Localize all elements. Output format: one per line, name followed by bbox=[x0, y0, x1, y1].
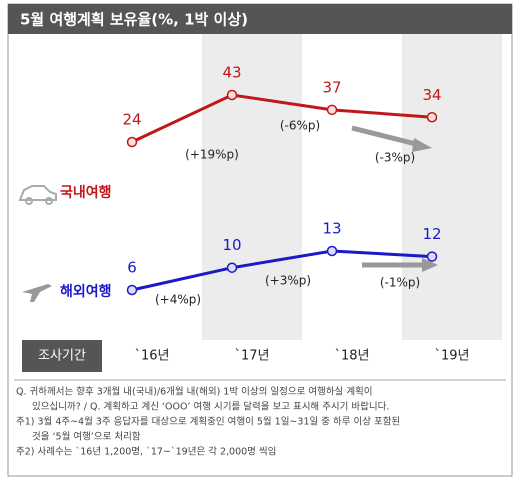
annotation: (-1%p) bbox=[380, 276, 420, 290]
x-tick-label: `17년 bbox=[234, 349, 269, 364]
series-line bbox=[131, 93, 433, 144]
data-label: 34 bbox=[422, 86, 441, 104]
data-label: 37 bbox=[322, 78, 341, 96]
data-label: 13 bbox=[322, 220, 341, 238]
trend-arrow bbox=[351, 125, 421, 148]
annotation: (+3%p) bbox=[265, 274, 311, 288]
point bbox=[126, 284, 138, 296]
point bbox=[426, 112, 438, 123]
period-label-box bbox=[22, 340, 102, 372]
x-tick-label: `18년 bbox=[334, 349, 369, 364]
footnote: 주1) 3월 4주~4월 3주 응답자를 대상으로 계획중인 여행이 5월 1일… bbox=[16, 416, 400, 428]
title-bar bbox=[8, 4, 512, 34]
column-stripe bbox=[402, 34, 502, 340]
trend-arrow-head bbox=[412, 138, 432, 152]
footnote: 주2) 사례수는 `16년 1,200명, `17~`19년은 각 2,000명… bbox=[16, 446, 276, 458]
point bbox=[226, 262, 238, 273]
point bbox=[326, 104, 338, 116]
footnote: Q. 귀하께서는 향후 3개월 내(국내)/6개월 내(해외) 1박 이상의 일… bbox=[16, 386, 373, 398]
annotation: (-3%p) bbox=[375, 151, 415, 165]
point bbox=[226, 89, 238, 101]
data-label: 24 bbox=[122, 111, 141, 129]
plane-icon bbox=[22, 284, 52, 302]
trend-arrow-head bbox=[422, 258, 438, 272]
car-icon bbox=[18, 185, 57, 205]
period-label: 조사기간 bbox=[38, 349, 86, 364]
legend-label: 국내여행 bbox=[60, 184, 112, 201]
x-tick-label: `19년 bbox=[434, 349, 469, 364]
point bbox=[326, 245, 338, 257]
chart-title: 5월 여행계획 보유율(%, 1박 이상) bbox=[20, 11, 248, 29]
data-label: 43 bbox=[222, 64, 241, 82]
point bbox=[126, 136, 138, 148]
data-label: 10 bbox=[222, 236, 241, 254]
annotation: (-6%p) bbox=[280, 119, 320, 133]
footnote: 것을 ‘5월 여행’으로 처리함 bbox=[32, 431, 141, 443]
x-tick-label: `16년 bbox=[134, 349, 169, 364]
point bbox=[426, 251, 438, 262]
series-line bbox=[131, 249, 433, 292]
annotation: (+19%p) bbox=[185, 148, 239, 162]
data-label: 12 bbox=[422, 225, 441, 243]
data-label: 6 bbox=[127, 259, 137, 277]
annotation: (+4%p) bbox=[155, 293, 201, 307]
footnote: 있으십니까? / Q. 계획하고 계신 ‘OOO’ 여행 시기를 달력을 보고 … bbox=[32, 401, 389, 413]
legend-label: 해외여행 bbox=[60, 283, 112, 300]
column-stripe bbox=[202, 34, 302, 340]
